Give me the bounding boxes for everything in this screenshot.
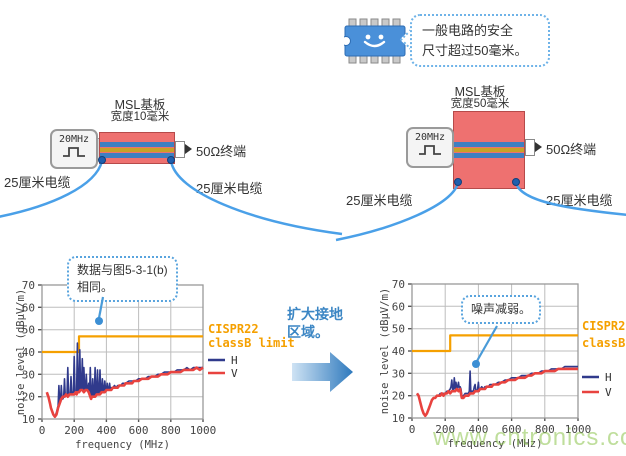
svg-text:30: 30 <box>392 367 405 380</box>
svg-text:600: 600 <box>502 423 522 436</box>
emission-chart-after-svg: 10 20 30 40 50 60 70 0 200 400 600 800 1000 frequency… <box>379 278 626 450</box>
svg-text:CISPR22: CISPR22 <box>208 322 259 336</box>
microstrip-signal-trace <box>100 148 174 152</box>
svg-text:20: 20 <box>392 390 405 403</box>
microstrip-ground-trace <box>454 142 524 147</box>
left-source-frequency: 20MHz <box>58 134 90 145</box>
left-msl-board <box>99 132 175 164</box>
svg-text:60: 60 <box>22 301 35 314</box>
svg-text:1000: 1000 <box>565 423 592 436</box>
svg-text:noise level (dBμV/m): noise level (dBμV/m) <box>16 289 27 415</box>
pulse-wave-icon <box>419 145 441 155</box>
safe-size-note: 一般电路的安全 尺寸超过50毫米。 <box>410 14 550 67</box>
left-cable-right-label: 25厘米电缆 <box>196 181 263 196</box>
note-line2: 尺寸超过50毫米。 <box>422 42 528 58</box>
svg-text:frequency (MHz): frequency (MHz) <box>448 438 543 450</box>
left-terminator-arrow-icon <box>185 144 192 154</box>
right-terminator-plug <box>525 139 535 156</box>
right-source-frequency: 20MHz <box>414 132 446 143</box>
svg-text:70: 70 <box>392 278 405 291</box>
right-cable-left-label: 25厘米电缆 <box>346 193 413 208</box>
watermark: www.cntronics.com <box>433 424 626 451</box>
svg-text:400: 400 <box>96 424 116 437</box>
callout-same-data: 数据与图5-3-1(b) 相同。 <box>67 256 178 302</box>
right-board-title: MSL基板 <box>454 85 506 99</box>
right-board-subtitle: 宽度50毫米 <box>450 98 510 110</box>
left-board-subtitle: 宽度10毫米 <box>110 111 170 123</box>
svg-text:V: V <box>231 367 238 380</box>
svg-text:200: 200 <box>64 424 84 437</box>
emission-chart-before-svg: 10 20 30 40 50 60 70 0 200 400 600 800 1000 frequency… <box>15 279 295 451</box>
left-cable-left-label: 25厘米电缆 <box>4 175 71 190</box>
svg-text:40: 40 <box>22 346 35 359</box>
right-cable-right-label: 25厘米电缆 <box>546 193 613 208</box>
left-signal-source: 20MHz <box>50 129 98 169</box>
callout-right-text: 噪声减弱。 <box>471 302 532 316</box>
svg-text:800: 800 <box>161 424 181 437</box>
svg-text:classB limit: classB limit <box>208 336 295 350</box>
svg-text:1000: 1000 <box>190 424 217 437</box>
svg-text:classB: classB <box>582 336 625 350</box>
microstrip-ground-trace <box>100 142 174 147</box>
svg-text:0: 0 <box>409 423 416 436</box>
svg-text:noise level (dBμV/m): noise level (dBμV/m) <box>379 288 391 414</box>
svg-text:30: 30 <box>22 368 35 381</box>
svg-text:800: 800 <box>535 423 555 436</box>
right-terminator-label: 50Ω终端 <box>546 142 597 157</box>
svg-text:60: 60 <box>392 300 405 313</box>
svg-text:V: V <box>605 386 612 399</box>
right-msl-board <box>453 111 525 189</box>
svg-text:70: 70 <box>22 279 35 292</box>
pulse-wave-icon <box>63 147 85 157</box>
transition-line2: 区域。 <box>287 324 329 341</box>
left-board-title: MSL基板 <box>114 98 166 112</box>
transition-line1: 扩大接地 <box>287 306 343 322</box>
svg-text:10: 10 <box>392 412 405 425</box>
svg-text:CISPR22: CISPR22 <box>582 319 626 333</box>
right-terminator-arrow-icon <box>535 142 542 152</box>
callout-left-line2: 相同。 <box>77 279 114 294</box>
microstrip-signal-trace <box>454 148 524 152</box>
microstrip-ground-trace <box>454 153 524 158</box>
svg-text:400: 400 <box>468 423 488 436</box>
emission-chart-before: 10 20 30 40 50 60 70 0 200 400 600 800 1000 frequency… <box>15 253 316 456</box>
microstrip-ground-trace <box>100 153 174 158</box>
transition-caption: 扩大接地 区域。 <box>287 305 343 341</box>
left-terminator-label: 50Ω终端 <box>196 144 247 159</box>
svg-text:10: 10 <box>22 413 35 426</box>
callout-left-line1: 数据与图5-3-1(b) <box>77 263 168 277</box>
svg-text:H: H <box>605 371 612 384</box>
left-diagram-right-cable <box>169 160 343 236</box>
svg-text:0: 0 <box>39 424 46 437</box>
svg-text:200: 200 <box>435 423 455 436</box>
svg-text:H: H <box>231 354 238 367</box>
emission-chart-after: 10 20 30 40 50 60 70 0 200 400 600 800 1000 frequency… <box>378 253 626 456</box>
svg-text:50: 50 <box>392 323 405 336</box>
right-signal-source: 20MHz <box>406 127 454 168</box>
callout-noise-reduced: 噪声减弱。 <box>461 295 542 324</box>
svg-text:40: 40 <box>392 345 405 358</box>
svg-text:frequency (MHz): frequency (MHz) <box>75 439 170 451</box>
left-terminator-plug <box>175 141 185 158</box>
note-line1: 一般电路的安全 <box>422 23 514 38</box>
chip-icon <box>344 18 406 64</box>
svg-text:20: 20 <box>22 391 35 404</box>
svg-text:50: 50 <box>22 324 35 337</box>
svg-text:600: 600 <box>129 424 149 437</box>
